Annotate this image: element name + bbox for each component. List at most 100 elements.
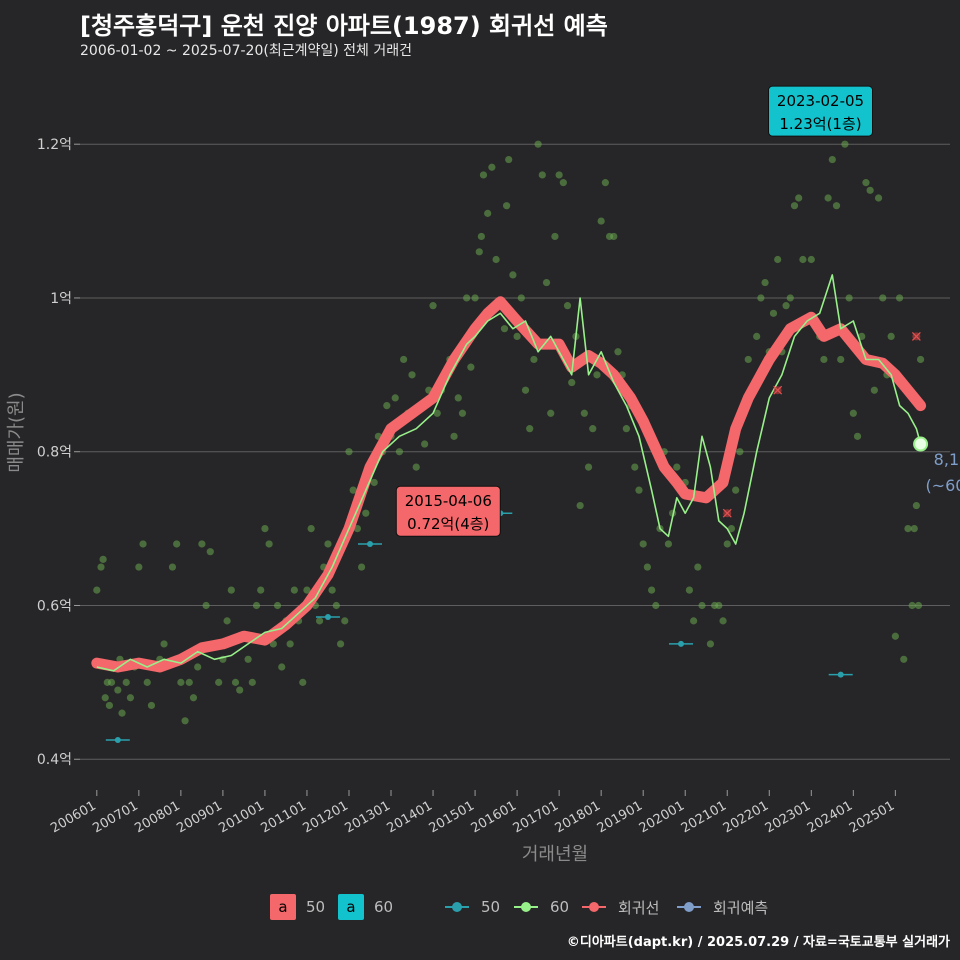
legend-line-regression-icon xyxy=(580,893,608,921)
x-tick-label: 202001 xyxy=(637,798,687,836)
transaction-point xyxy=(513,332,521,340)
x-tick-label: 201201 xyxy=(300,798,350,836)
legend-item-forecast: 회귀예측 xyxy=(675,893,768,921)
legend-label: 50 xyxy=(481,898,501,916)
highlight-x-icon xyxy=(722,508,732,518)
transaction-point xyxy=(664,540,673,548)
transaction-point xyxy=(143,678,151,686)
transaction-point xyxy=(299,678,307,686)
transaction-point xyxy=(891,632,899,640)
x-tick-label: 200701 xyxy=(90,798,140,836)
transaction-point xyxy=(139,540,147,548)
x-tick-label: 201501 xyxy=(427,798,477,836)
transaction-point xyxy=(744,355,752,364)
transaction-point xyxy=(673,463,681,471)
transaction-point xyxy=(257,586,265,594)
x-tick-label: 201401 xyxy=(385,798,435,836)
transaction-point xyxy=(227,586,235,594)
legend-line-50-icon xyxy=(443,893,471,921)
series-50-point xyxy=(678,640,685,647)
annotation-value: 0.72억(4층) xyxy=(407,515,489,533)
legend-label: 회귀예측 xyxy=(713,898,769,917)
transaction-point xyxy=(757,294,765,302)
transaction-point xyxy=(502,202,511,210)
transaction-point xyxy=(278,663,286,671)
transaction-point xyxy=(412,463,420,471)
x-tick-label: 202201 xyxy=(721,798,771,836)
transaction-point xyxy=(538,171,546,179)
transaction-point xyxy=(837,355,845,364)
transaction-point xyxy=(719,617,727,625)
x-tick-label: 202301 xyxy=(763,798,813,836)
x-tick-label: 202401 xyxy=(805,798,855,836)
transaction-point xyxy=(849,409,857,417)
transaction-point xyxy=(357,563,366,571)
source-caption: ©디아파트(dapt.kr) / 2025.07.29 / 자료=국토교통부 실… xyxy=(566,935,950,950)
forecast-value: 8,110 xyxy=(934,450,960,469)
legend-line-60-icon xyxy=(512,893,540,921)
series-50-point xyxy=(114,737,121,744)
transaction-point xyxy=(858,332,866,340)
transaction-point xyxy=(685,586,694,594)
transaction-point xyxy=(866,186,874,194)
transaction-point xyxy=(807,255,815,264)
legend-line-forecast-icon xyxy=(675,893,703,921)
transaction-point xyxy=(769,309,778,317)
x-tick-label: 202501 xyxy=(847,798,897,836)
transaction-point xyxy=(904,525,912,533)
transaction-point xyxy=(484,209,492,217)
transaction-point xyxy=(530,355,538,364)
legend-label: 60 xyxy=(550,898,570,916)
highlight-x-icon xyxy=(911,331,921,341)
transaction-point xyxy=(488,163,496,171)
transaction-point xyxy=(408,371,416,379)
transaction-point xyxy=(912,501,920,510)
transaction-point xyxy=(647,586,656,594)
transaction-point xyxy=(601,179,609,187)
transaction-point xyxy=(895,294,904,302)
transaction-point xyxy=(273,601,282,610)
transaction-point xyxy=(286,640,294,648)
transaction-point xyxy=(252,601,261,610)
transaction-point xyxy=(236,686,244,694)
x-tick-label: 201001 xyxy=(216,798,266,836)
transaction-point xyxy=(400,355,408,364)
x-tick-label: 201101 xyxy=(258,798,308,836)
transaction-point xyxy=(910,525,918,533)
transaction-point xyxy=(639,540,647,548)
transaction-point xyxy=(160,640,168,648)
transaction-point xyxy=(622,425,630,433)
transaction-point xyxy=(652,601,660,610)
x-tick-label: 200601 xyxy=(48,798,98,836)
transaction-point xyxy=(433,409,441,417)
transaction-point xyxy=(555,171,563,179)
legend-swatch-fill-60: a xyxy=(338,894,364,920)
transaction-point xyxy=(610,232,618,241)
transaction-point xyxy=(542,278,551,287)
transaction-point xyxy=(870,386,878,394)
chart-title: [청주흥덕구] 운천 진양 아파트(1987) 회귀선 예측 xyxy=(80,12,608,40)
transaction-point xyxy=(635,486,643,494)
transaction-point xyxy=(479,171,488,179)
transaction-point xyxy=(244,655,252,663)
transaction-point xyxy=(914,601,923,610)
transaction-point xyxy=(853,432,862,440)
transaction-point xyxy=(715,601,723,610)
transaction-point xyxy=(475,248,483,256)
forecast-area: (~60㎡) xyxy=(925,476,960,495)
transaction-point xyxy=(477,232,485,241)
legend-item-fill-50: a 50 xyxy=(270,893,325,921)
transaction-point xyxy=(177,678,185,686)
transaction-point xyxy=(147,701,156,710)
chart-plot: 0.4억 0.6억 0.8억 1억 1.2억 2006012007012008012009… xyxy=(6,85,960,865)
transaction-point xyxy=(908,601,916,610)
transaction-point xyxy=(454,394,462,402)
transaction-point xyxy=(580,409,588,417)
transaction-point xyxy=(231,678,240,686)
transaction-point xyxy=(563,302,572,310)
transaction-point xyxy=(517,294,525,302)
transaction-point xyxy=(786,294,794,302)
annotation-date: 2015-04-06 xyxy=(405,492,492,510)
annotation-box xyxy=(395,485,501,537)
transaction-point xyxy=(303,586,311,594)
